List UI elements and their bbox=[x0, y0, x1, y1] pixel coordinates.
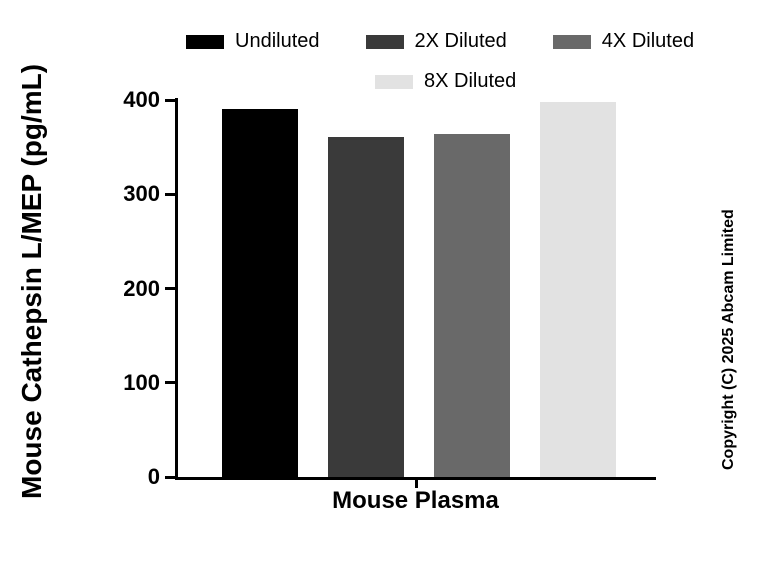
y-tick-label: 200 bbox=[123, 275, 160, 301]
y-tick-label: 300 bbox=[123, 181, 160, 207]
legend-label-4x-diluted: 4X Diluted bbox=[601, 30, 695, 52]
legend-item-2x-diluted: 2X Diluted bbox=[365, 30, 507, 53]
x-axis-title: Mouse Plasma bbox=[332, 487, 499, 514]
legend-label-2x-diluted: 2X Diluted bbox=[414, 30, 507, 52]
y-axis bbox=[175, 98, 178, 480]
bar-4x-diluted bbox=[434, 133, 510, 477]
legend-swatch-8x-diluted bbox=[375, 74, 413, 89]
bar-8x-diluted bbox=[540, 101, 616, 477]
y-axis-title: Mouse Cathepsin L/MEP (pg/mL) bbox=[16, 63, 47, 499]
legend-item-8x-diluted: 8X Diluted bbox=[375, 70, 516, 93]
legend-row-1: Undiluted 2X Diluted 4X Diluted bbox=[186, 30, 694, 53]
bar-2x-diluted bbox=[328, 136, 404, 477]
legend-swatch-2x-diluted bbox=[365, 34, 404, 49]
legend-row-2: 8X Diluted bbox=[375, 70, 516, 93]
legend-label-undiluted: Undiluted bbox=[235, 30, 320, 52]
y-tick-mark bbox=[165, 192, 175, 196]
copyright-text: Copyright (C) 2025 Abcam Limited bbox=[720, 209, 737, 471]
x-axis bbox=[175, 477, 656, 480]
bar-undiluted bbox=[222, 109, 298, 477]
x-tick-mark bbox=[415, 480, 418, 488]
legend-item-undiluted: Undiluted bbox=[186, 30, 320, 53]
y-tick-mark bbox=[165, 381, 175, 385]
y-tick-label: 400 bbox=[123, 87, 160, 112]
y-tick-label: 100 bbox=[123, 369, 160, 395]
y-tick-mark bbox=[165, 287, 175, 290]
legend-swatch-4x-diluted bbox=[552, 34, 591, 49]
y-tick-mark bbox=[165, 98, 175, 102]
legend-item-4x-diluted: 4X Diluted bbox=[552, 30, 695, 53]
legend-swatch-undiluted bbox=[186, 34, 224, 49]
y-tick-label: 0 bbox=[147, 464, 160, 489]
legend-label-8x-diluted: 8X Diluted bbox=[424, 70, 517, 92]
y-tick-mark bbox=[165, 475, 175, 479]
